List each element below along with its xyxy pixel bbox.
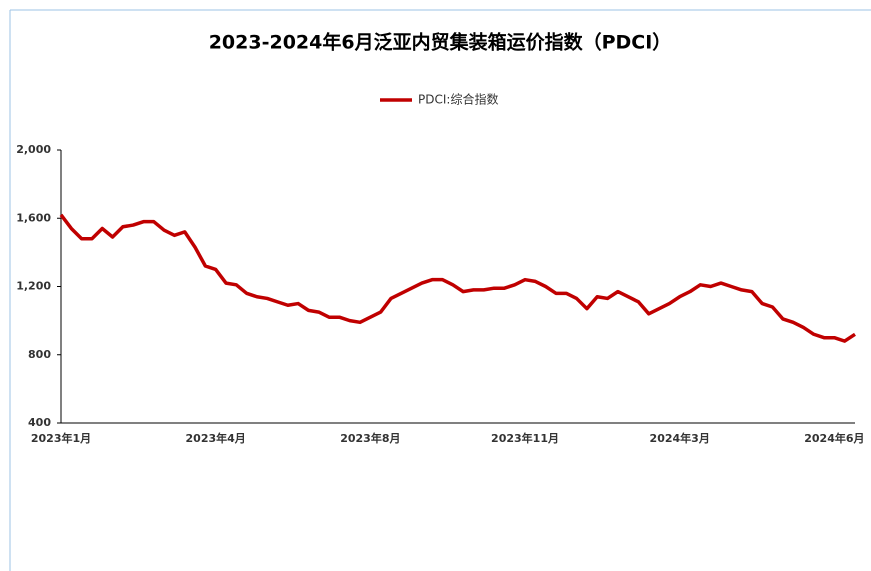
- x-tick-label: 2023年11月: [491, 431, 559, 445]
- x-tick-label: 2023年4月: [186, 431, 246, 445]
- x-tick-label: 2024年3月: [650, 431, 710, 445]
- chart-title: 2023-2024年6月泛亚内贸集装箱运价指数（PDCI）: [209, 31, 672, 54]
- x-tick-label: 2024年6月: [804, 431, 864, 445]
- data-line: [59, 213, 856, 343]
- y-tick-label: 400: [28, 416, 51, 429]
- y-tick-label: 2,000: [16, 143, 51, 156]
- x-tick-label: 2023年1月: [31, 431, 91, 445]
- y-tick-label: 1,600: [16, 211, 51, 224]
- x-tick-label: 2023年8月: [340, 431, 400, 445]
- y-tick-label: 800: [28, 348, 51, 361]
- y-tick-label: 1,200: [16, 280, 51, 293]
- legend-label: PDCI:综合指数: [418, 92, 498, 107]
